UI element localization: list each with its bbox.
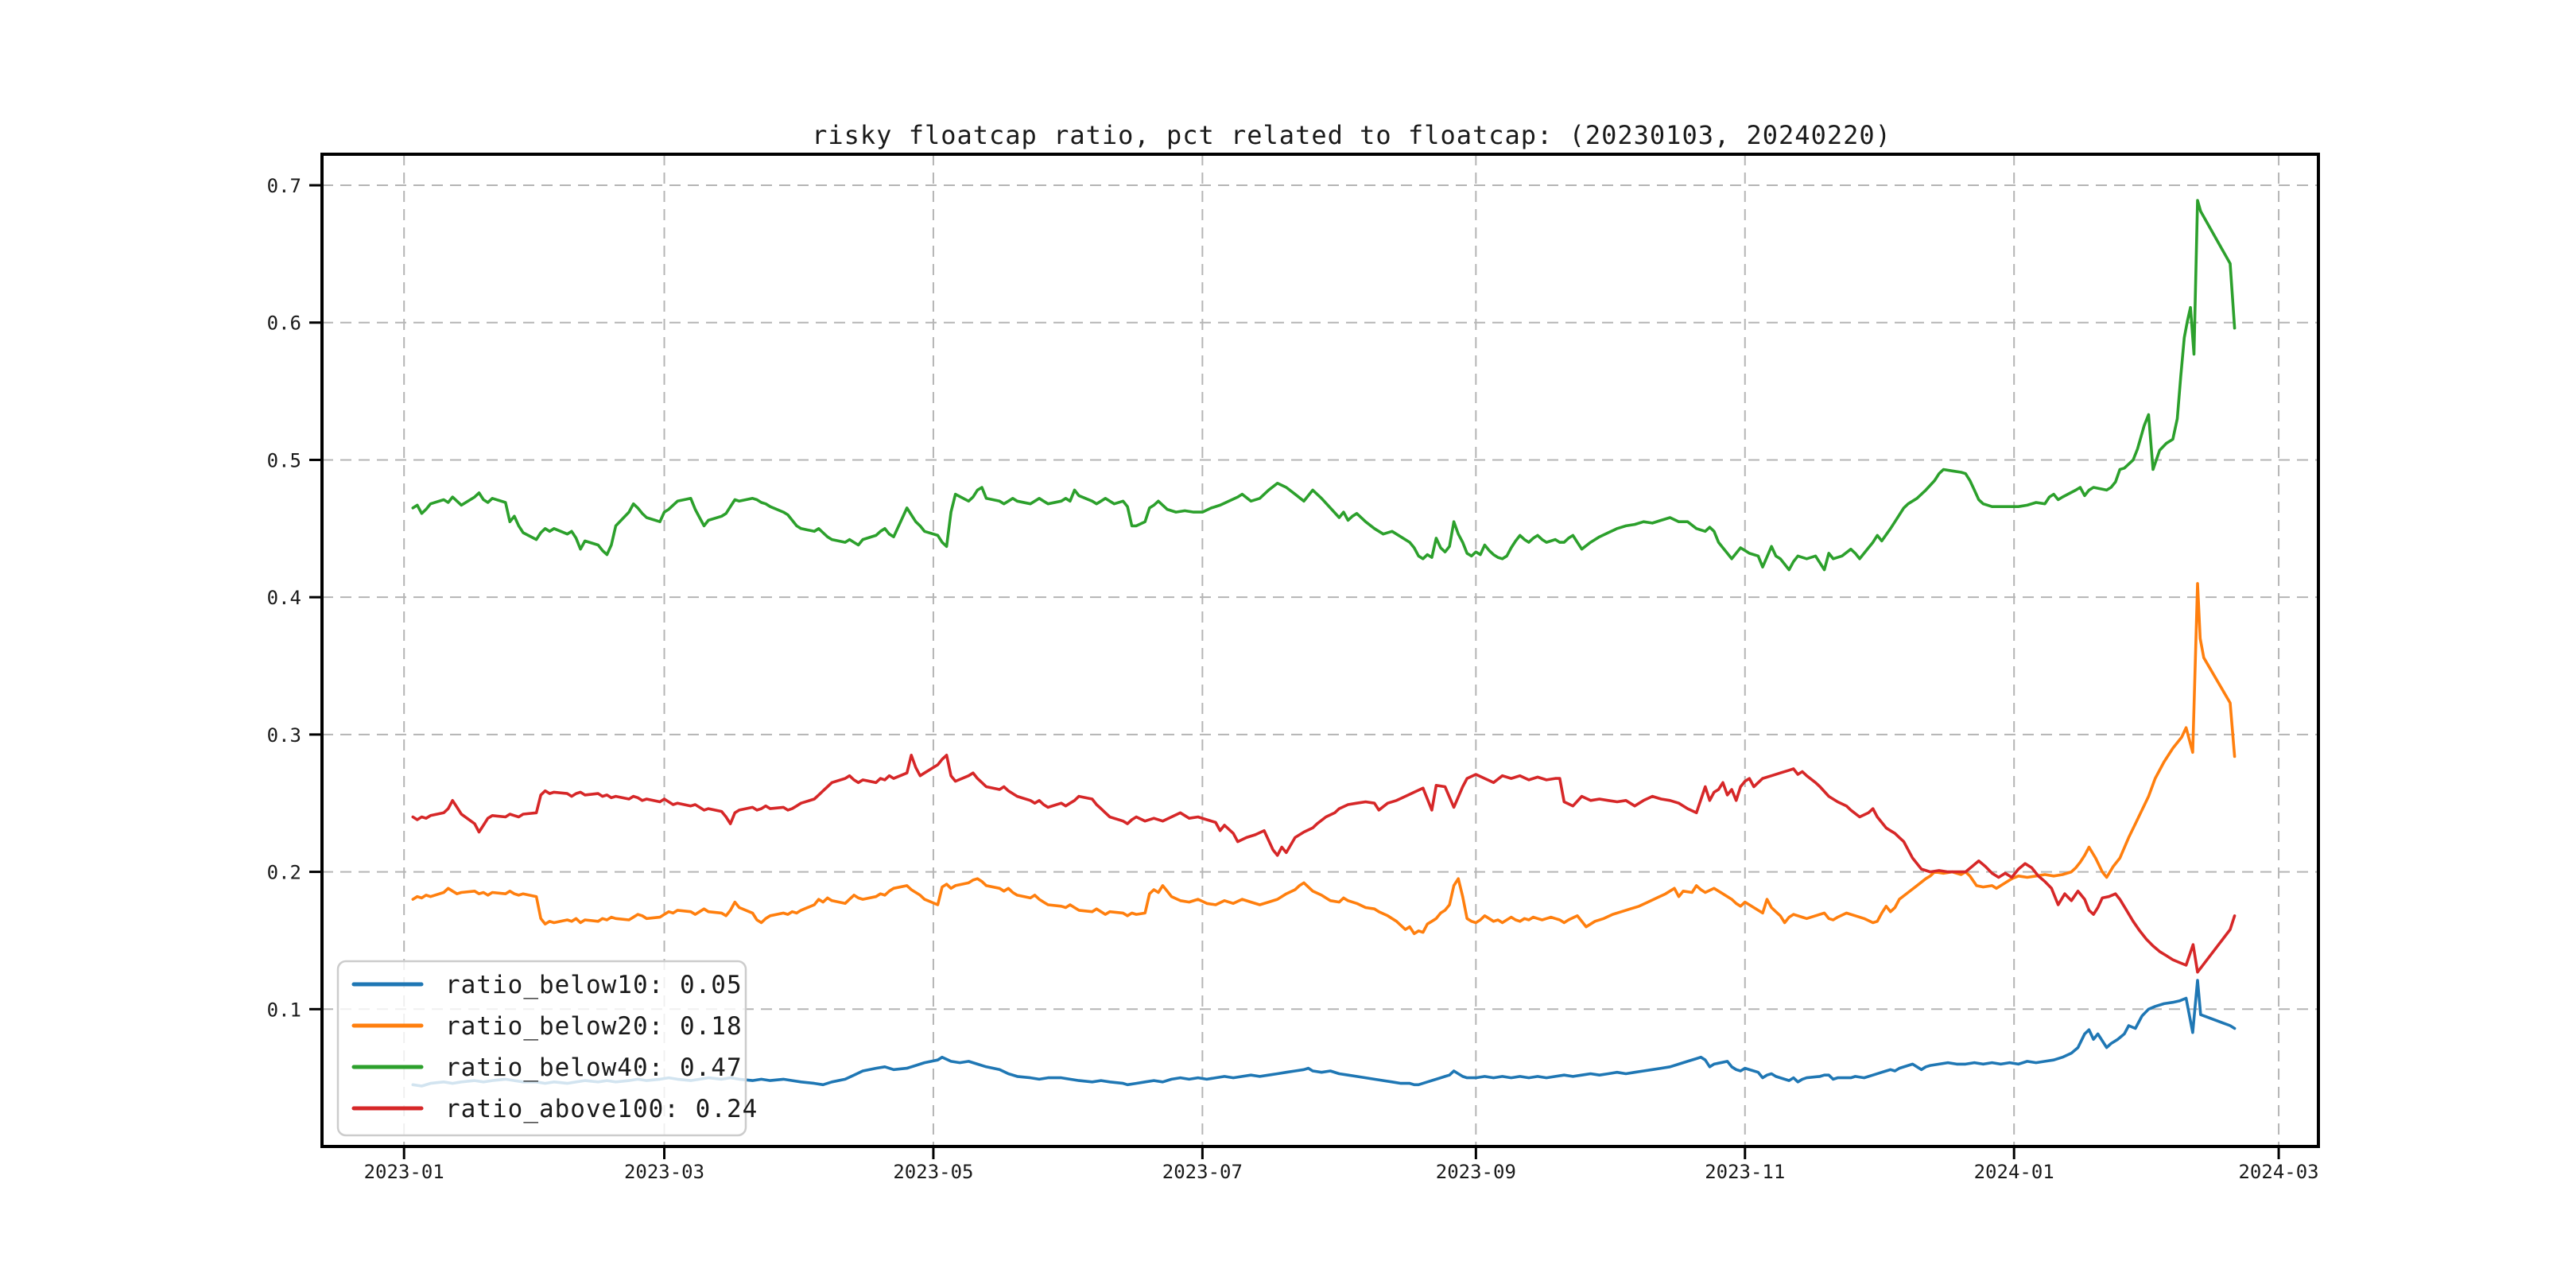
legend-label-ratio_above100: ratio_above100: 0.24: [445, 1095, 758, 1123]
x-tick-label-2023-01: 2023-01: [364, 1161, 444, 1183]
x-tick-label-2023-11: 2023-11: [1705, 1161, 1785, 1183]
series-line-ratio_above100: [411, 753, 2237, 974]
axes-spines: [320, 153, 2320, 1148]
y-tick-label-0.3: 0.3: [267, 724, 301, 747]
legend-label-ratio_below10: ratio_below10: 0.05: [445, 971, 743, 999]
x-tick-label-2023-09: 2023-09: [1436, 1161, 1516, 1183]
legend-box: [336, 960, 747, 1137]
chart-title: risky floatcap ratio, pct related to flo…: [812, 120, 1891, 150]
series-line-ratio_below20: [411, 582, 2237, 936]
legend: ratio_below10: 0.05 ratio_below20: 0.18 ra…: [336, 960, 758, 1137]
x-tick-label-2023-05: 2023-05: [893, 1161, 973, 1183]
y-tick-label-0.4: 0.4: [267, 587, 301, 609]
series-lines: [411, 199, 2237, 1088]
legend-label-ratio_below20: ratio_below20: 0.18: [445, 1012, 743, 1041]
legend-label-ratio_below40: ratio_below40: 0.47: [445, 1053, 743, 1082]
plot-border: [320, 153, 2320, 1148]
x-tick-label-2023-07: 2023-07: [1162, 1161, 1243, 1183]
series-line-ratio_below40: [411, 199, 2237, 572]
x-tick-label-2024-01: 2024-01: [1974, 1161, 2054, 1183]
x-tick-label-2024-03: 2024-03: [2238, 1161, 2318, 1183]
series-line-ratio_below10: [411, 979, 2237, 1088]
y-tick-label-0.1: 0.1: [267, 999, 301, 1021]
y-tick-label-0.2: 0.2: [267, 862, 301, 884]
x-axis-ticks: 2023-01 2023-03 2023-05 2023-07 2023-09 2023-…: [364, 1148, 2319, 1183]
y-axis-ticks: 0.1 0.2 0.3 0.4 0.5 0.6 0.7: [267, 175, 320, 1021]
x-tick-label-2023-03: 2023-03: [624, 1161, 704, 1183]
legend-item-ratio_above100: ratio_above100: 0.24: [351, 1095, 758, 1123]
y-tick-label-0.6: 0.6: [267, 312, 301, 335]
y-tick-label-0.5: 0.5: [267, 449, 301, 471]
legend-item-ratio_below20: ratio_below20: 0.18: [351, 1012, 743, 1041]
legend-item-ratio_below40: ratio_below40: 0.47: [351, 1053, 743, 1082]
y-tick-label-0.7: 0.7: [267, 175, 301, 197]
legend-item-ratio_below10: ratio_below10: 0.05: [351, 971, 743, 999]
